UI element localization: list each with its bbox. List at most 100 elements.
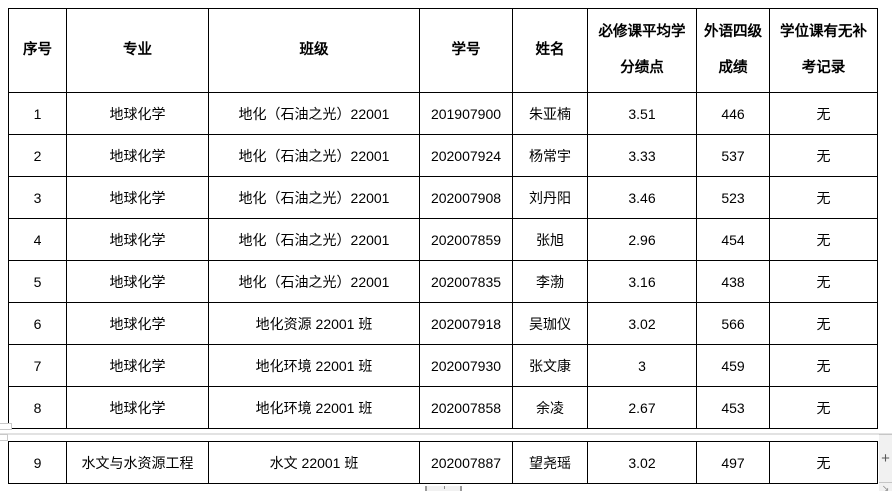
- table-cell: 无: [769, 92, 878, 135]
- table-cell: 吴珈仪: [512, 302, 588, 345]
- table-cell: 566: [696, 302, 770, 345]
- header-row: 序号 专业 班级 学号 姓名 必修课平均学 分绩点 外语四级 成绩 学位课有无补 考记录: [8, 8, 878, 93]
- table-cell: 3: [8, 176, 67, 219]
- table-cell: 9: [8, 441, 67, 484]
- table-cell: 3: [587, 344, 697, 387]
- table-row: 7 地球化学 地化环境 22001 班 202007930 张文康 3 459 无: [8, 344, 878, 387]
- column-header: 姓名: [512, 8, 588, 93]
- table-cell: 无: [769, 176, 878, 219]
- table-cell: 1: [8, 92, 67, 135]
- table-cell: 3.33: [587, 134, 697, 177]
- table-cell: 3.16: [587, 260, 697, 303]
- table-cell: 李渤: [512, 260, 588, 303]
- table-cell: 地球化学: [66, 134, 209, 177]
- table-cell: 6: [8, 302, 67, 345]
- horizontal-scrollbar-thumb[interactable]: [425, 486, 462, 491]
- table-cell: 地化环境 22001 班: [208, 344, 420, 387]
- page-break-divider: [0, 433, 892, 435]
- column-header: 班级: [208, 8, 420, 93]
- resize-diagonal-icon[interactable]: ↘: [881, 483, 890, 491]
- scrollbar-tick-icon: [443, 486, 445, 489]
- table-cell: 无: [769, 344, 878, 387]
- column-header: 必修课平均学 分绩点: [587, 8, 697, 93]
- table-row: 8 地球化学 地化环境 22001 班 202007858 余凌 2.67 453 无: [8, 386, 878, 429]
- table-cell: 201907900: [419, 92, 513, 135]
- table-cell: 地化（石油之光）22001: [208, 134, 420, 177]
- table-cell: 202007908: [419, 176, 513, 219]
- table-cell: 202007930: [419, 344, 513, 387]
- table-cell: 水文与水资源工程: [66, 441, 209, 484]
- plus-icon[interactable]: +: [879, 435, 892, 483]
- table-cell: 446: [696, 92, 770, 135]
- table-cell: 望尧瑶: [512, 441, 588, 484]
- table-cell: 朱亚楠: [512, 92, 588, 135]
- table-cell: 202007918: [419, 302, 513, 345]
- table-cell: 537: [696, 134, 770, 177]
- grades-table-page1: 序号 专业 班级 学号 姓名 必修课平均学 分绩点 外语四级 成绩 学位课有无补 考记录 1 地球化学…: [8, 8, 878, 429]
- table-cell: 2.67: [587, 386, 697, 429]
- table-row: 2 地球化学 地化（石油之光）22001 202007924 杨常宇 3.33 537 无: [8, 134, 878, 177]
- table-cell: 4: [8, 218, 67, 261]
- table-cell: 3.51: [587, 92, 697, 135]
- table-row: 4 地球化学 地化（石油之光）22001 202007859 张旭 2.96 454 无: [8, 218, 878, 261]
- column-header: 序号: [8, 8, 67, 93]
- table-cell: 无: [769, 302, 878, 345]
- table-header: 序号 专业 班级 学号 姓名 必修课平均学 分绩点 外语四级 成绩 学位课有无补 考记录: [8, 8, 878, 93]
- table-cell: 地球化学: [66, 260, 209, 303]
- table-cell: 地球化学: [66, 302, 209, 345]
- table-row: 5 地球化学 地化（石油之光）22001 202007835 李渤 3.16 438 无: [8, 260, 878, 303]
- table-cell: 2: [8, 134, 67, 177]
- table-cell: 地化资源 22001 班: [208, 302, 420, 345]
- table-row: 6 地球化学 地化资源 22001 班 202007918 吴珈仪 3.02 566 无: [8, 302, 878, 345]
- table-cell: 202007858: [419, 386, 513, 429]
- page-edge-mark: [0, 423, 12, 430]
- table-cell: 5: [8, 260, 67, 303]
- table-cell: 202007887: [419, 441, 513, 484]
- table-cell: 497: [696, 441, 770, 484]
- page-edge-mark: [0, 434, 8, 441]
- table-cell: 地化（石油之光）22001: [208, 260, 420, 303]
- table-cell: 454: [696, 218, 770, 261]
- table-cell: 3.02: [587, 302, 697, 345]
- column-header: 学号: [419, 8, 513, 93]
- table-cell: 3.02: [587, 441, 697, 484]
- table-cell: 地球化学: [66, 218, 209, 261]
- table-cell: 地化（石油之光）22001: [208, 176, 420, 219]
- table-cell: 523: [696, 176, 770, 219]
- table-cell: 无: [769, 386, 878, 429]
- table-cell: 453: [696, 386, 770, 429]
- table-cell: 水文 22001 班: [208, 441, 420, 484]
- table-cell: 杨常宇: [512, 134, 588, 177]
- grades-table-page2: 9 水文与水资源工程 水文 22001 班 202007887 望尧瑶 3.02 497 无: [8, 441, 878, 484]
- table-cell: 202007924: [419, 134, 513, 177]
- table-cell: 无: [769, 260, 878, 303]
- table-cell: 张文康: [512, 344, 588, 387]
- table-cell: 地球化学: [66, 386, 209, 429]
- table-cell: 地化环境 22001 班: [208, 386, 420, 429]
- table-cell: 3.46: [587, 176, 697, 219]
- table-cell: 余凌: [512, 386, 588, 429]
- column-header: 学位课有无补 考记录: [769, 8, 878, 93]
- table-cell: 地球化学: [66, 344, 209, 387]
- table-row: 1 地球化学 地化（石油之光）22001 201907900 朱亚楠 3.51 446 无: [8, 92, 878, 135]
- table-cell: 459: [696, 344, 770, 387]
- vertical-scrollbar[interactable]: + ↘: [879, 434, 892, 491]
- table-cell: 202007859: [419, 218, 513, 261]
- table-cell: 7: [8, 344, 67, 387]
- table-cell: 地球化学: [66, 92, 209, 135]
- table-cell: 地球化学: [66, 176, 209, 219]
- table-row: 9 水文与水资源工程 水文 22001 班 202007887 望尧瑶 3.02 497 无: [8, 441, 878, 484]
- table-cell: 地化（石油之光）22001: [208, 92, 420, 135]
- table-cell: 无: [769, 134, 878, 177]
- table-cell: 刘丹阳: [512, 176, 588, 219]
- column-header: 外语四级 成绩: [696, 8, 770, 93]
- table-cell: 张旭: [512, 218, 588, 261]
- column-header: 专业: [66, 8, 209, 93]
- table-cell: 地化（石油之光）22001: [208, 218, 420, 261]
- table-row: 3 地球化学 地化（石油之光）22001 202007908 刘丹阳 3.46 523 无: [8, 176, 878, 219]
- table-cell: 2.96: [587, 218, 697, 261]
- table-cell: 438: [696, 260, 770, 303]
- table-cell: 无: [769, 218, 878, 261]
- table-cell: 202007835: [419, 260, 513, 303]
